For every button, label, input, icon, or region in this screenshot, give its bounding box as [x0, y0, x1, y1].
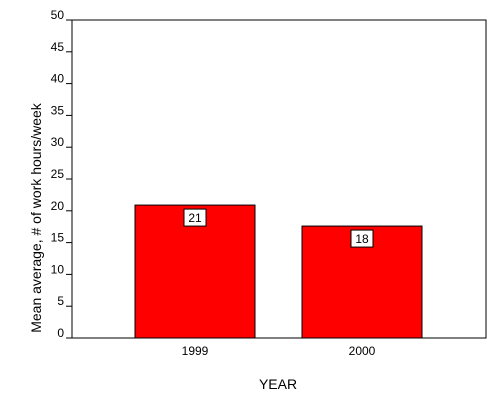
- data-label-1999: 21: [188, 211, 202, 225]
- x-tick-label-2000: 2000: [349, 344, 376, 358]
- y-tick-label-8: 40: [51, 72, 65, 86]
- plot-border: [71, 19, 487, 339]
- y-axis-title: Mean average, # of work hours/week: [28, 102, 44, 333]
- data-label-2000: 18: [355, 232, 369, 246]
- bar-1999: [134, 204, 256, 339]
- y-tick-label-7: 35: [51, 103, 65, 117]
- y-tick-label-0: 0: [57, 326, 64, 340]
- y-tick-label-3: 15: [51, 231, 65, 245]
- y-tick-label-5: 25: [51, 167, 65, 181]
- x-axis: 1999 2000: [182, 344, 376, 358]
- y-tick-label-1: 5: [57, 294, 64, 308]
- data-label-box-2000: [350, 229, 374, 248]
- y-axis: 0 5 10 15 20 25 30 35 40 45 50: [51, 8, 72, 340]
- y-tick-label-2: 10: [51, 262, 65, 276]
- y-tick-label-4: 20: [51, 199, 65, 213]
- bars: 21 18: [134, 204, 423, 339]
- plot-frame: [71, 19, 487, 339]
- data-label-box-1999: [183, 208, 207, 227]
- y-tick-label-9: 45: [51, 40, 65, 54]
- x-axis-title: YEAR: [259, 376, 297, 392]
- x-tick-label-1999: 1999: [182, 344, 209, 358]
- y-tick-label-6: 30: [51, 135, 65, 149]
- y-tick-label-10: 50: [51, 8, 65, 22]
